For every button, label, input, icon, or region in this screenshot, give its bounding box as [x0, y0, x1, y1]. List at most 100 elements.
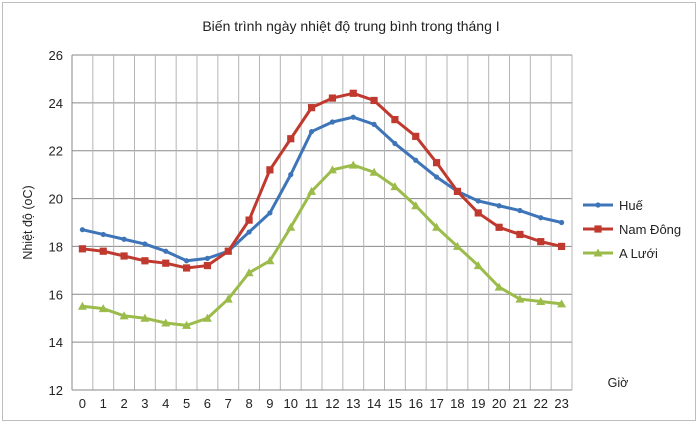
axes — [71, 55, 572, 391]
data-point — [204, 255, 211, 261]
legend-label: A Lưới — [619, 246, 658, 261]
data-point — [77, 301, 87, 310]
x-tick-label: 13 — [346, 396, 360, 411]
data-point — [452, 241, 462, 250]
y-tick-label: 20 — [49, 192, 63, 207]
x-tick-label: 0 — [79, 396, 86, 411]
data-point — [265, 256, 275, 265]
data-point — [267, 210, 273, 216]
data-point — [474, 209, 482, 217]
data-point — [495, 223, 503, 231]
data-point — [392, 140, 398, 147]
data-point — [162, 259, 170, 267]
x-tick-label: 3 — [141, 396, 148, 411]
y-tick-label: 14 — [49, 335, 63, 350]
x-axis-label: Giờ — [608, 376, 629, 390]
data-point — [100, 231, 106, 238]
data-point — [515, 294, 525, 303]
x-tick-label: 2 — [120, 396, 127, 411]
data-point — [411, 201, 421, 210]
data-point — [595, 202, 601, 208]
data-point — [371, 121, 377, 127]
x-tick-label: 1 — [100, 396, 107, 411]
data-point — [516, 230, 524, 239]
x-tick-label: 19 — [471, 396, 485, 411]
data-point — [224, 247, 232, 255]
gridlines — [72, 54, 573, 391]
data-point — [329, 119, 336, 125]
data-point — [202, 313, 212, 322]
data-point — [536, 296, 546, 305]
data-point — [557, 242, 566, 251]
data-point — [183, 258, 190, 264]
x-tick-label: 4 — [162, 396, 169, 411]
data-point — [203, 261, 212, 270]
data-point — [140, 313, 150, 322]
data-point — [349, 89, 357, 97]
x-tick-label: 7 — [225, 396, 232, 411]
data-point — [308, 128, 315, 135]
data-point — [494, 282, 504, 291]
data-point — [369, 167, 379, 176]
data-point — [245, 216, 253, 224]
x-tick-label: 16 — [409, 396, 423, 411]
data-point — [432, 222, 442, 231]
chart-frame — [2, 2, 696, 421]
data-point — [286, 222, 296, 231]
y-tick-label: 24 — [49, 96, 63, 111]
data-point — [593, 248, 603, 257]
data-point — [244, 268, 254, 277]
data-point — [119, 311, 129, 320]
data-point — [288, 172, 294, 178]
data-point — [594, 225, 602, 233]
legend-label: Nam Đông — [619, 222, 681, 237]
y-tick-label: 26 — [49, 48, 63, 63]
legend-item: Nam Đông — [583, 222, 681, 237]
data-point — [307, 104, 316, 112]
x-tick-label: 20 — [492, 396, 506, 411]
data-point — [557, 299, 567, 308]
data-point — [390, 182, 400, 191]
legend-item: A Lưới — [583, 246, 658, 261]
series-line — [82, 115, 562, 263]
data-point — [432, 159, 441, 167]
data-point — [517, 207, 523, 214]
x-tick-label: 17 — [429, 396, 443, 411]
x-tick-label: 21 — [513, 396, 527, 411]
data-point — [370, 96, 378, 105]
data-point — [223, 294, 233, 303]
data-point — [307, 186, 317, 195]
data-point — [182, 320, 192, 329]
data-point — [142, 241, 148, 247]
data-point — [433, 174, 440, 180]
data-point — [412, 132, 420, 140]
legend-item: Huế — [583, 198, 644, 213]
data-point — [350, 114, 356, 120]
data-point — [538, 215, 544, 221]
data-point — [348, 160, 358, 169]
y-axis-label: Nhiệt độ (oC) — [21, 185, 35, 259]
series-1 — [79, 114, 565, 264]
data-point — [121, 236, 127, 242]
data-point — [475, 198, 481, 204]
y-tick-label: 12 — [49, 383, 63, 398]
data-point — [98, 304, 108, 313]
x-tick-label: 15 — [388, 396, 402, 411]
data-point — [496, 203, 502, 209]
data-point — [537, 238, 545, 246]
x-tick-label: 10 — [284, 396, 298, 411]
data-point — [266, 166, 274, 174]
data-point — [558, 219, 565, 226]
series-3 — [77, 160, 567, 329]
x-tick-label: 9 — [266, 396, 273, 411]
legend-label: Huế — [619, 198, 644, 213]
data-point — [99, 247, 107, 255]
x-tick-label: 22 — [534, 396, 548, 411]
data-point — [78, 245, 87, 253]
data-point — [473, 261, 483, 270]
y-tick-label: 22 — [49, 144, 63, 159]
data-point — [163, 248, 169, 254]
data-point — [161, 318, 171, 327]
